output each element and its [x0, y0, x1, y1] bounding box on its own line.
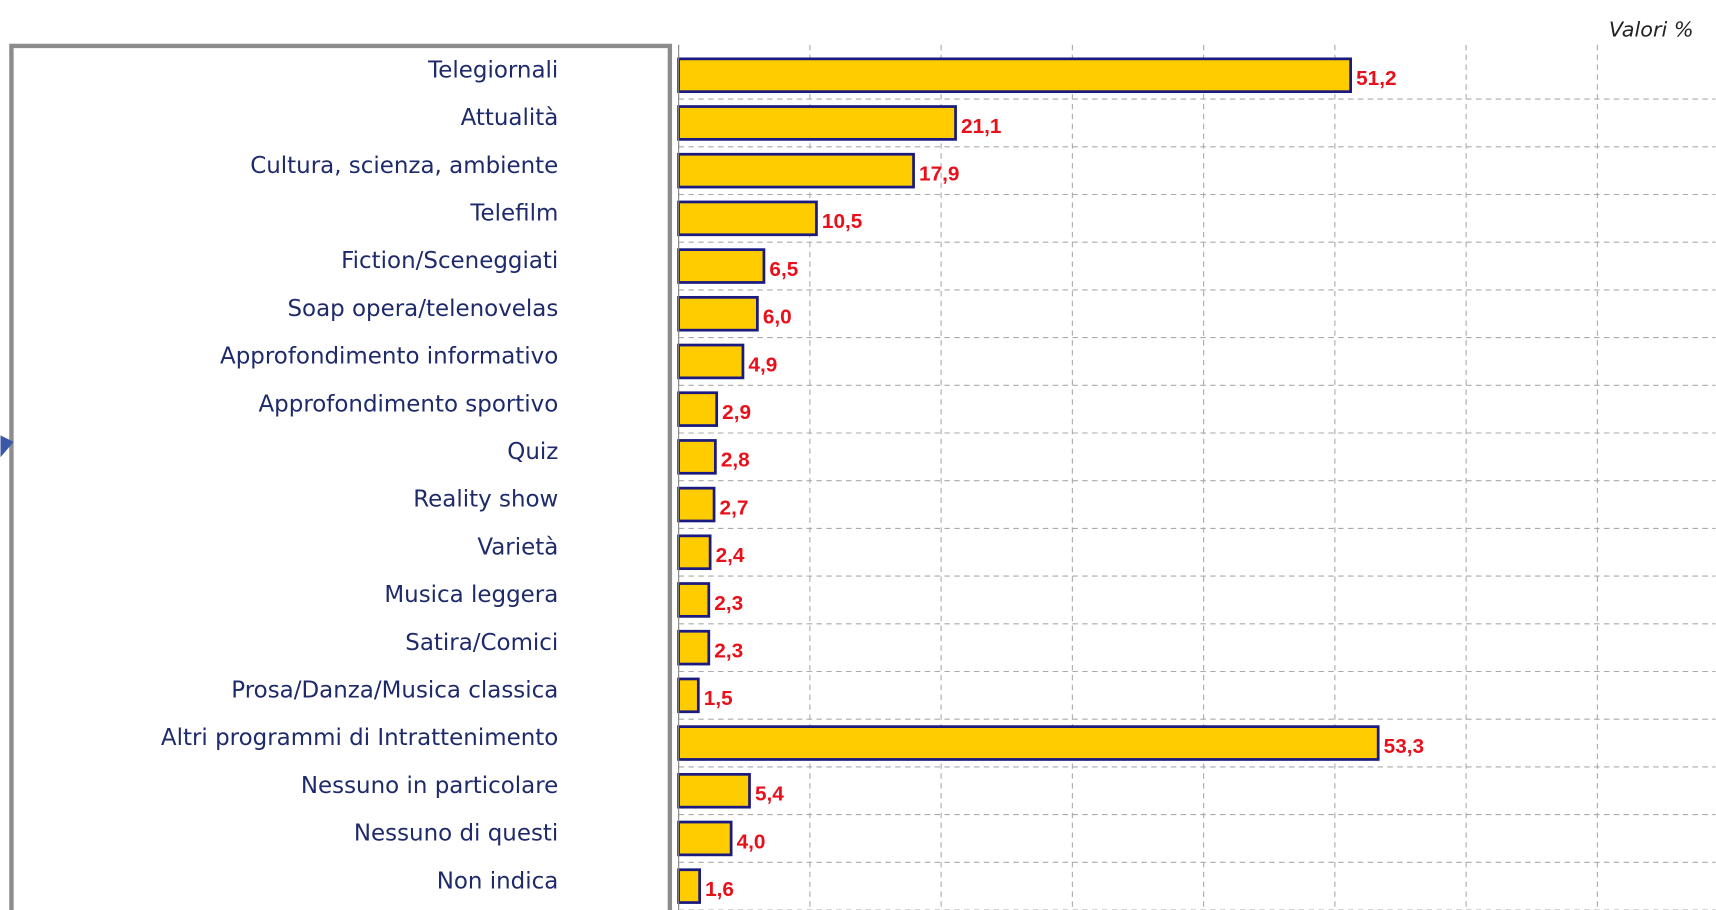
category-label: Quiz [507, 439, 558, 465]
category-label: Fiction/Sceneggiati [341, 248, 558, 274]
bar [677, 582, 711, 618]
category-label: Approfondimento sportivo [258, 391, 558, 417]
bar [677, 343, 745, 380]
value-label: 2,4 [716, 544, 745, 567]
bar [677, 248, 766, 284]
bar [677, 439, 717, 475]
category-label: Satira/Comici [405, 630, 558, 656]
category-label: Nessuno in particolare [301, 773, 558, 799]
value-label: 2,3 [714, 640, 743, 663]
bar [677, 391, 719, 427]
bar [677, 677, 700, 714]
value-label: 1,6 [705, 878, 734, 901]
category-label: Approfondimento informativo [220, 344, 558, 370]
value-label: 5,4 [755, 783, 784, 806]
category-label: Varietà [477, 534, 558, 560]
label-panel [9, 43, 673, 910]
value-label: 4,9 [748, 353, 777, 376]
bar [677, 152, 915, 189]
value-label: 10,5 [822, 210, 862, 233]
category-label: Telefilm [469, 200, 558, 226]
category-label: Nessuno di questi [354, 821, 558, 847]
category-label: Cultura, scienza, ambiente [250, 153, 558, 179]
bar [677, 200, 818, 237]
value-label: 17,9 [919, 163, 959, 186]
category-label: Reality show [413, 487, 558, 513]
value-label: 2,9 [722, 401, 751, 424]
value-label: 1,5 [704, 687, 733, 710]
value-label: 21,1 [961, 115, 1001, 138]
category-label: Musica leggera [384, 582, 558, 608]
value-label: 53,3 [1384, 735, 1424, 758]
value-label: 51,2 [1356, 67, 1396, 90]
bar [677, 629, 711, 666]
value-label: 4,0 [737, 830, 766, 853]
category-label: Non indica [437, 868, 559, 894]
value-label: 6,0 [763, 306, 792, 329]
bar [677, 725, 1380, 761]
value-label: 2,3 [714, 592, 743, 615]
bar [677, 57, 1352, 94]
bar [677, 820, 733, 857]
category-label: Altri programmi di Intrattenimento [161, 725, 558, 751]
value-label: 6,5 [769, 258, 798, 281]
bar [677, 295, 759, 332]
unit-note: Valori % [1609, 18, 1694, 42]
bar [677, 534, 712, 571]
bar [677, 486, 716, 523]
category-label: Prosa/Danza/Musica classica [231, 677, 558, 703]
category-label: Attualità [461, 105, 559, 131]
arrow-decoration [0, 435, 14, 458]
bar [677, 868, 701, 904]
bar [677, 772, 751, 809]
value-label: 2,7 [720, 496, 749, 519]
category-label: Soap opera/telenovelas [287, 296, 558, 322]
bar [677, 105, 957, 141]
value-label: 2,8 [721, 449, 750, 472]
category-label: Telegiornali [427, 57, 558, 83]
